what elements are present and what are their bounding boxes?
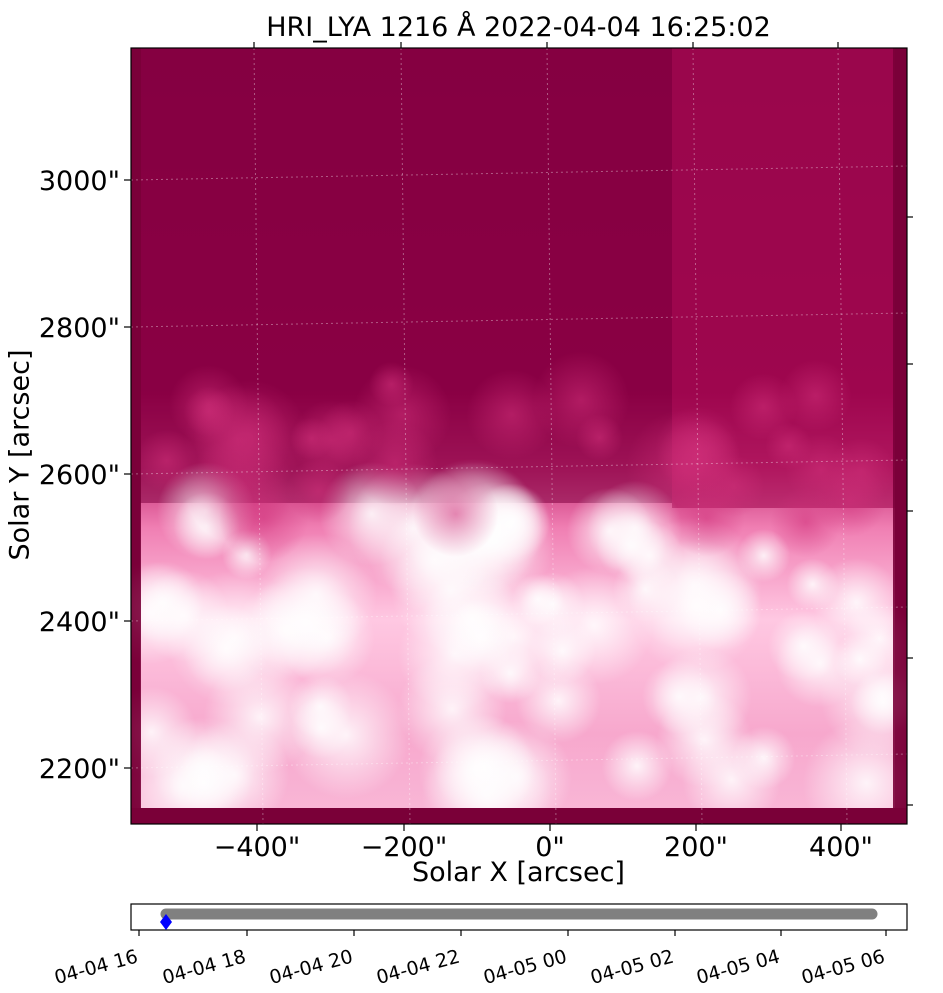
timeline-tick-label: 04-05 00 <box>481 946 569 989</box>
y-tick-label: 2600" <box>39 460 120 491</box>
plot-frame <box>130 47 908 825</box>
timeline-tick-label: 04-05 04 <box>694 946 782 989</box>
y-tick-label: 2800" <box>39 313 120 344</box>
current-time-marker[interactable] <box>160 914 172 930</box>
x-tick-label: 200" <box>664 832 728 863</box>
x-tick-label: 0" <box>535 832 565 863</box>
x-tick-label: 400" <box>809 832 873 863</box>
timeline-tick-label: 04-04 18 <box>160 946 248 989</box>
timeline-tick-label: 04-05 02 <box>588 946 676 989</box>
x-axis-label: Solar X [arcsec] <box>412 857 625 888</box>
x-tick-label: −200" <box>361 832 448 863</box>
figure-title: HRI_LYA 1216 Å 2022-04-04 16:25:02 <box>266 12 771 43</box>
y-tick-label: 2200" <box>39 754 120 785</box>
timeline-tick-label: 04-04 16 <box>52 946 140 989</box>
timeline-tick-label: 04-04 20 <box>267 946 355 989</box>
solar-image <box>131 48 907 824</box>
y-tick-label: 3000" <box>39 166 120 197</box>
y-axis-label: Solar Y [arcsec] <box>4 349 36 561</box>
y-tick-label: 2400" <box>39 607 120 638</box>
timeline-tick-label: 04-05 06 <box>799 946 887 989</box>
timeline-tick-label: 04-04 22 <box>374 946 462 989</box>
x-tick-label: −400" <box>214 832 301 863</box>
